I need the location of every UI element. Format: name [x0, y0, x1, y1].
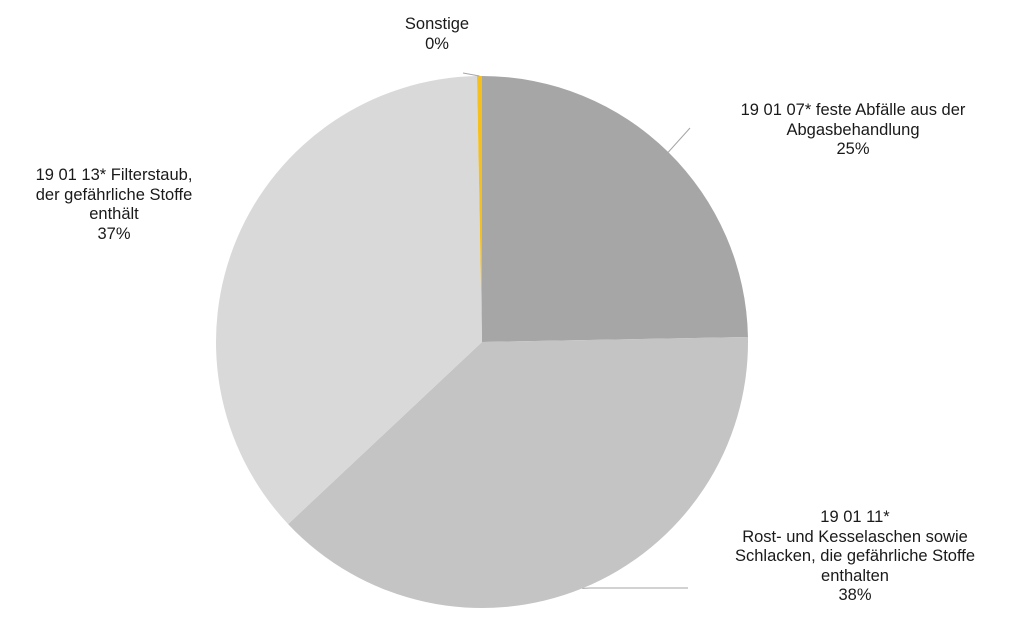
slice-label-filterstaub: 19 01 13* Filterstaub, der gefährliche S…	[0, 166, 228, 244]
pie-slice-rost-kesselaschen	[288, 336, 749, 608]
leader-line-abgasbehandlung	[667, 127, 691, 153]
slice-label-sonstige: Sonstige 0%	[382, 15, 492, 54]
slice-name-line: 19 01 11*	[820, 508, 890, 526]
slice-name-line: der gefährliche Stoffe	[35, 185, 193, 204]
slice-name-line: enthalten	[821, 566, 889, 585]
slice-name-line: enthält	[89, 205, 139, 223]
slice-percent: 37%	[97, 224, 131, 243]
slice-percent: 25%	[836, 140, 870, 158]
leader-lines	[462, 72, 691, 589]
pie-slice-sonstige	[476, 76, 482, 342]
leader-line-sonstige	[462, 72, 480, 77]
slice-name-line: Rost- und Kesselaschen sowie	[742, 527, 968, 546]
slice-name-line: 19 01 13* Filterstaub,	[35, 166, 193, 184]
slice-label-rost-kesselaschen: 19 01 11* Rost- und Kesselaschen sowie S…	[690, 508, 1018, 606]
slice-name-line: Schlacken, die gefährliche Stoffe	[734, 547, 975, 565]
slice-percent: 0%	[425, 34, 449, 53]
pie-slice-abgasbehandlung	[482, 76, 748, 342]
pie-slices	[215, 76, 749, 608]
slice-percent: 38%	[838, 586, 872, 604]
pie-slice-filterstaub	[215, 76, 482, 525]
slice-label-abgasbehandlung: 19 01 07* feste Abfälle aus der Abgasbeh…	[703, 101, 1003, 160]
slice-name-line: 19 01 07* feste Abfälle aus der	[740, 101, 966, 119]
slice-name-line: Sonstige	[404, 15, 470, 33]
slice-name-line: Abgasbehandlung	[786, 120, 920, 139]
